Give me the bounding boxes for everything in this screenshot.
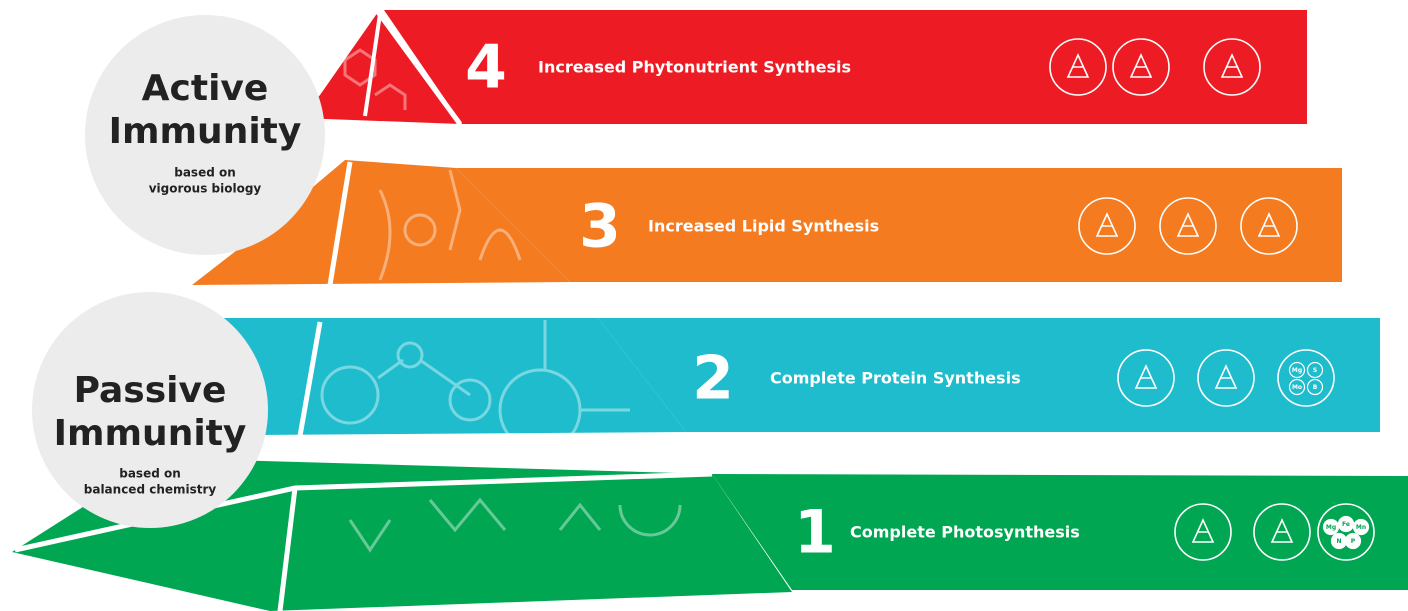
circle-title: Active — [142, 68, 269, 109]
level-number: 3 — [579, 192, 621, 262]
element-symbol: Fe — [1342, 521, 1350, 528]
level-label: Increased Lipid Synthesis — [648, 217, 879, 236]
level-label: Increased Phytonutrient Synthesis — [538, 58, 851, 77]
circle-title: Immunity — [109, 111, 302, 152]
circle-subtitle: based on — [174, 166, 236, 180]
level-number: 1 — [794, 498, 836, 568]
circle-title: Immunity — [54, 413, 247, 454]
element-symbol: P — [1351, 538, 1356, 545]
element-symbol: N — [1336, 538, 1341, 545]
element-symbol: Mg — [1326, 524, 1336, 531]
circle-title: Passive — [74, 370, 227, 411]
element-symbol: Mo — [1292, 384, 1302, 391]
circle-subtitle: balanced chemistry — [84, 483, 217, 497]
element-symbol: S — [1313, 367, 1317, 374]
element-symbol: B — [1313, 384, 1318, 391]
pyramid-diagram: Active Immunity based on vigorous biolog… — [0, 0, 1408, 611]
element-symbol: Mg — [1292, 367, 1302, 374]
level-number: 2 — [692, 344, 734, 414]
element-symbol: Mn — [1356, 524, 1366, 531]
level-number: 4 — [465, 33, 507, 103]
level-label: Complete Protein Synthesis — [770, 369, 1021, 388]
circle-subtitle: vigorous biology — [149, 182, 262, 196]
level-label: Complete Photosynthesis — [850, 523, 1080, 542]
circle-subtitle: based on — [119, 467, 181, 481]
